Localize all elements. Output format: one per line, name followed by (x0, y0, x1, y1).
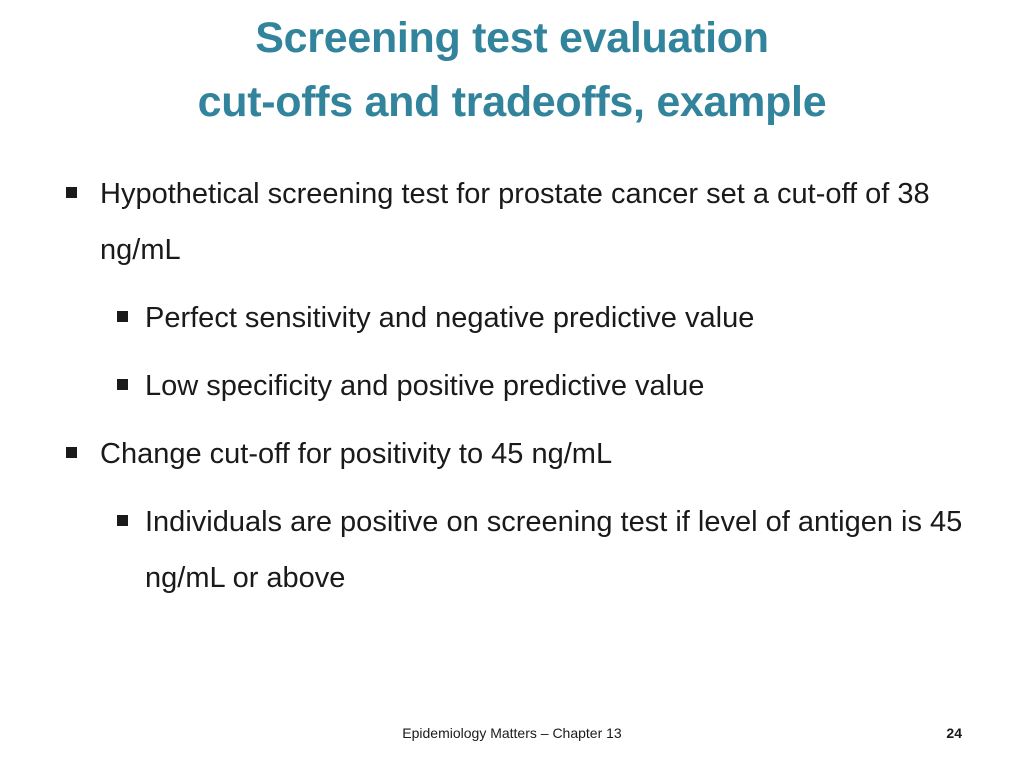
title-line-1: Screening test evaluation (255, 14, 769, 62)
bullet-text: Change cut-off for positivity to 45 ng/m… (100, 438, 613, 470)
bullet-list: Hypothetical screening test for prostate… (62, 166, 972, 618)
title-line-2: cut-offs and tradeoffs, example (197, 78, 827, 126)
bullet-text: Low specificity and positive predictive … (145, 370, 705, 402)
square-bullet-icon (117, 515, 128, 526)
bullet-item: Change cut-off for positivity to 45 ng/m… (62, 426, 972, 482)
page-number: 24 (946, 725, 962, 741)
footer-text: Epidemiology Matters – Chapter 13 (402, 725, 622, 741)
square-bullet-icon (117, 311, 128, 322)
bullet-text: Individuals are positive on screening te… (145, 506, 963, 594)
slide-title: Screening test evaluation cut-offs and t… (40, 6, 984, 134)
sub-bullet-item: Perfect sensitivity and negative predict… (62, 290, 972, 346)
bullet-text: Hypothetical screening test for prostate… (100, 178, 930, 266)
slide-footer: Epidemiology Matters – Chapter 13 24 (0, 722, 1024, 746)
square-bullet-icon (66, 447, 77, 458)
sub-bullet-item: Individuals are positive on screening te… (62, 494, 972, 606)
square-bullet-icon (66, 187, 77, 198)
bullet-item: Hypothetical screening test for prostate… (62, 166, 972, 278)
square-bullet-icon (117, 379, 128, 390)
sub-bullet-item: Low specificity and positive predictive … (62, 358, 972, 414)
bullet-text: Perfect sensitivity and negative predict… (145, 302, 755, 334)
